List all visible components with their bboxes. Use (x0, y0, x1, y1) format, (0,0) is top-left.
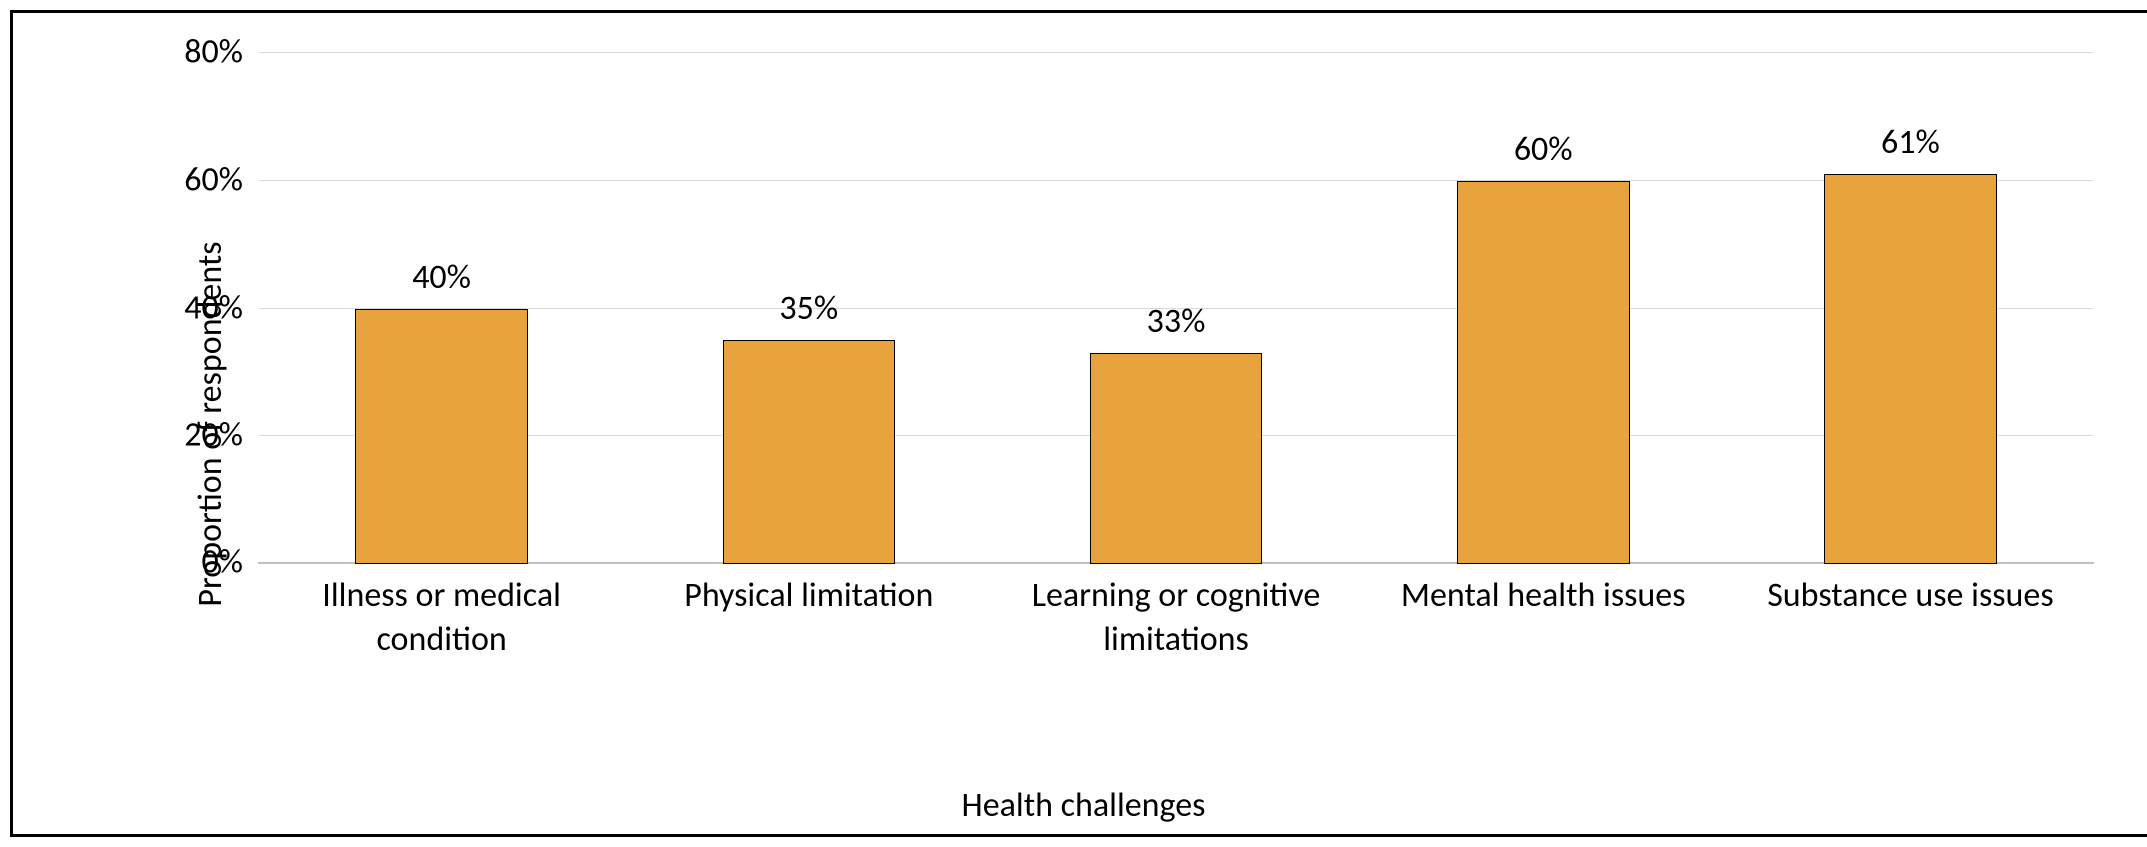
bar: 33% (1090, 353, 1263, 564)
bar-value-label: 35% (779, 288, 838, 329)
bar-group: 60% (1360, 53, 1727, 564)
x-tick-labels: Illness or medical condition Physical li… (258, 566, 2094, 662)
bar: 61% (1824, 174, 1997, 564)
plot-area: 80% 60% 40% 20% 0% 40% (258, 53, 2094, 564)
bars-container: 40% 35% 33% 60% (258, 53, 2094, 564)
bar: 35% (723, 340, 896, 564)
bar: 40% (355, 309, 528, 565)
chart-inner: 80% 60% 40% 20% 0% 40% (103, 33, 2124, 784)
bar-value-label: 40% (412, 257, 471, 298)
x-axis-label: Health challenges (962, 785, 1206, 826)
bar-group: 35% (625, 53, 992, 564)
chart-container: Proportion of respondents Health challen… (10, 10, 2147, 837)
x-tick-label: Illness or medical condition (258, 566, 625, 662)
bar-group: 40% (258, 53, 625, 564)
y-tick-label: 40% (184, 287, 243, 328)
y-tick-label: 60% (184, 159, 243, 200)
bar-value-label: 33% (1147, 301, 1206, 342)
y-tick-label: 0% (201, 542, 243, 583)
bar: 60% (1457, 181, 1630, 564)
x-tick-label: Substance use issues (1727, 566, 2094, 662)
y-tick-label: 20% (184, 415, 243, 456)
bar-group: 33% (992, 53, 1359, 564)
y-tick-label: 80% (184, 32, 243, 73)
x-tick-label: Learning or cognitive limitations (992, 566, 1359, 662)
x-tick-label: Mental health issues (1360, 566, 1727, 662)
bar-group: 61% (1727, 53, 2094, 564)
x-tick-label: Physical limitation (625, 566, 992, 662)
bar-value-label: 60% (1514, 129, 1573, 170)
bar-value-label: 61% (1881, 122, 1940, 163)
